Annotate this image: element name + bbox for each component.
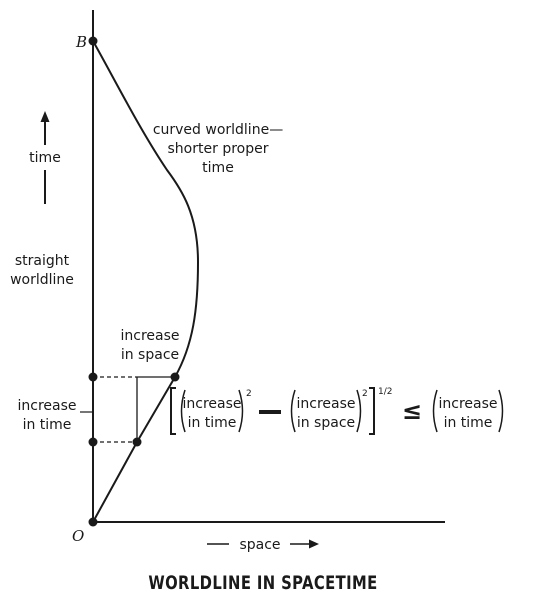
- formula-term1-line1: increase: [182, 396, 241, 412]
- point-o-label: O: [72, 527, 84, 545]
- curved-worldline-label-line2: shorter proper: [168, 141, 269, 157]
- formula-rhs-line2: in time: [444, 415, 493, 431]
- time-arrow: [40, 111, 50, 204]
- formula-outer-exponent: 1/2: [378, 387, 392, 397]
- increase-in-time-label-line2: in time: [23, 417, 72, 433]
- time-label: time: [29, 150, 61, 166]
- point-axis-upper: [88, 372, 98, 382]
- formula-exponent-2: 2: [362, 389, 368, 399]
- increase-in-space-label-line1: increase: [120, 328, 179, 344]
- point-curve-lower: [132, 437, 142, 447]
- formula-exponent-1: 2: [246, 389, 252, 399]
- increase-in-space-label-line2: in space: [121, 347, 179, 363]
- formula-minus-sign: [259, 410, 281, 414]
- curved-worldline-label-line1: curved worldline—: [153, 122, 283, 138]
- point-axis-lower: [88, 437, 98, 447]
- increase-in-time-label-line1: increase: [17, 398, 76, 414]
- formula-term2-line2: in space: [297, 415, 355, 431]
- point-o: [88, 517, 98, 527]
- formula-term1-line2: in time: [188, 415, 237, 431]
- space-arrow: [290, 539, 319, 549]
- point-b: [88, 36, 98, 46]
- formula-rhs-line1: increase: [438, 396, 497, 412]
- space-label: space: [239, 537, 280, 553]
- point-b-label: B: [75, 33, 87, 51]
- proper-time-formula: increase in time 2 increase in space 2 1…: [170, 387, 504, 435]
- point-curve-upper: [170, 372, 180, 382]
- curved-worldline: [92, 40, 200, 523]
- formula-term2-line1: increase: [296, 396, 355, 412]
- caption: WORLDLINE IN SPACETIME: [148, 572, 377, 594]
- curved-worldline-label-line3: time: [202, 160, 234, 176]
- formula-relation: ≤: [402, 397, 422, 425]
- straight-worldline-label-line1: straight: [15, 253, 70, 269]
- straight-worldline-label-line2: worldline: [10, 272, 74, 288]
